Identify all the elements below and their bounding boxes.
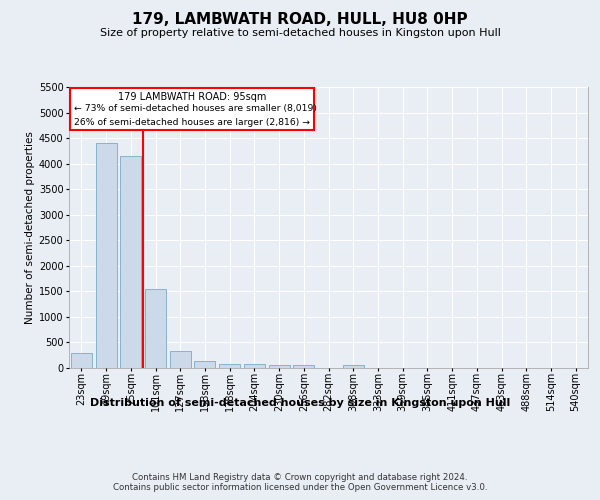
Text: 26% of semi-detached houses are larger (2,816) →: 26% of semi-detached houses are larger (… bbox=[74, 118, 310, 126]
Bar bbox=[120, 156, 141, 368]
Bar bbox=[244, 364, 265, 368]
Bar bbox=[343, 364, 364, 368]
Bar bbox=[194, 362, 215, 368]
Text: Size of property relative to semi-detached houses in Kingston upon Hull: Size of property relative to semi-detach… bbox=[100, 28, 500, 38]
Bar bbox=[95, 144, 116, 368]
Y-axis label: Number of semi-detached properties: Number of semi-detached properties bbox=[25, 131, 35, 324]
Bar bbox=[219, 364, 240, 368]
Text: Contains HM Land Registry data © Crown copyright and database right 2024.: Contains HM Land Registry data © Crown c… bbox=[132, 472, 468, 482]
Bar bbox=[269, 364, 290, 368]
Text: ← 73% of semi-detached houses are smaller (8,019): ← 73% of semi-detached houses are smalle… bbox=[74, 104, 317, 114]
Bar bbox=[145, 288, 166, 368]
Text: Contains public sector information licensed under the Open Government Licence v3: Contains public sector information licen… bbox=[113, 484, 487, 492]
Text: 179 LAMBWATH ROAD: 95sqm: 179 LAMBWATH ROAD: 95sqm bbox=[118, 92, 266, 102]
Bar bbox=[170, 350, 191, 368]
FancyBboxPatch shape bbox=[70, 88, 314, 130]
Text: 179, LAMBWATH ROAD, HULL, HU8 0HP: 179, LAMBWATH ROAD, HULL, HU8 0HP bbox=[132, 12, 468, 28]
Bar bbox=[293, 364, 314, 368]
Text: Distribution of semi-detached houses by size in Kingston upon Hull: Distribution of semi-detached houses by … bbox=[90, 398, 510, 407]
Bar bbox=[71, 353, 92, 368]
